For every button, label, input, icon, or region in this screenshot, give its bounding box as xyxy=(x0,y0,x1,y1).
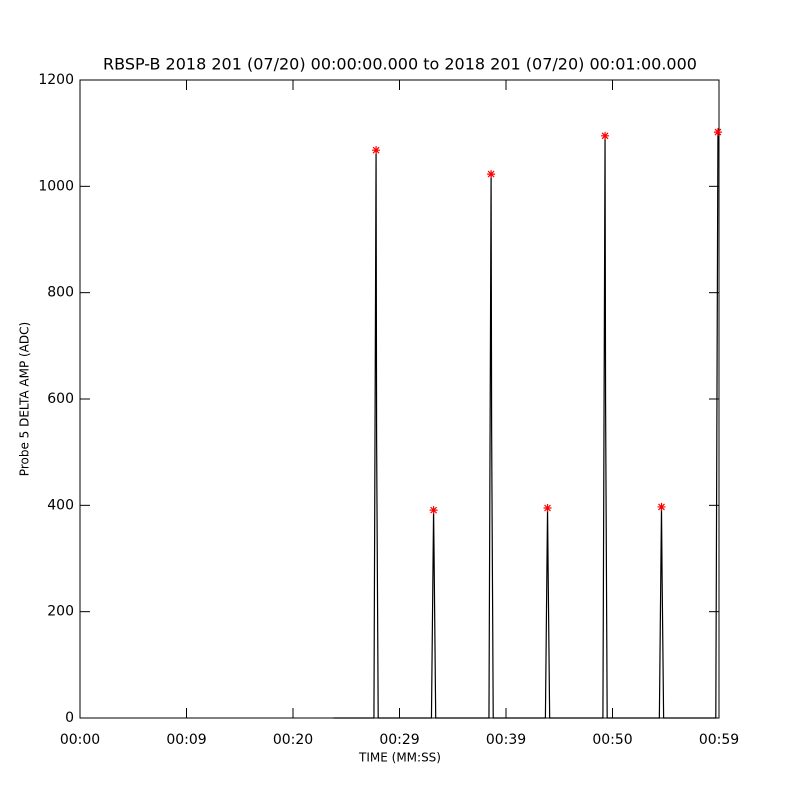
x-tick-label: 00:50 xyxy=(592,732,632,748)
y-tick-label: 1000 xyxy=(38,178,74,194)
chart-title: RBSP-B 2018 201 (07/20) 00:00:00.000 to … xyxy=(103,55,697,74)
peak-marker xyxy=(487,170,496,179)
y-tick-label: 400 xyxy=(47,497,74,513)
peak-marker xyxy=(429,506,438,515)
peak-marker xyxy=(372,146,381,155)
x-tick-label: 00:20 xyxy=(273,732,313,748)
y-axis-label: Probe 5 DELTA AMP (ADC) xyxy=(18,322,32,476)
peak-marker xyxy=(601,131,610,140)
peak-marker xyxy=(543,503,552,512)
x-axis-label: TIME (MM:SS) xyxy=(358,751,441,765)
y-tick-label: 200 xyxy=(47,604,74,620)
x-tick-label: 00:09 xyxy=(166,732,206,748)
y-tick-label: 1200 xyxy=(38,72,74,88)
x-tick-label: 00:59 xyxy=(699,732,739,748)
peak-marker xyxy=(657,502,666,511)
y-tick-label: 600 xyxy=(47,391,74,407)
y-tick-label: 0 xyxy=(65,710,74,726)
x-tick-label: 00:29 xyxy=(379,732,419,748)
x-tick-label: 00:39 xyxy=(486,732,526,748)
peak-marker xyxy=(713,128,722,137)
y-tick-label: 800 xyxy=(47,285,74,301)
data-line xyxy=(333,132,719,719)
x-tick-label: 00:00 xyxy=(60,732,100,748)
